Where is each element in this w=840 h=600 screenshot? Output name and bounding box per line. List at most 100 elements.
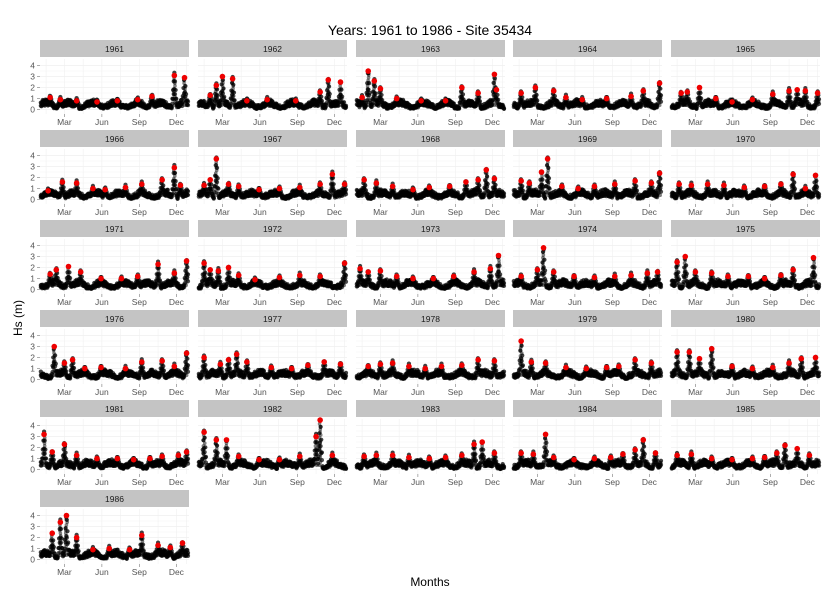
data-point <box>326 84 331 88</box>
data-point <box>230 89 235 94</box>
data-point <box>244 103 249 107</box>
x-tick-label: Jun <box>568 117 582 127</box>
hs-series <box>196 73 349 112</box>
peak-point <box>749 96 756 103</box>
x-tick-label: Jun <box>726 207 740 217</box>
data-point <box>501 106 507 112</box>
peak-point <box>102 186 108 193</box>
data-point <box>74 103 79 107</box>
data-point <box>227 105 233 110</box>
data-point <box>231 103 235 107</box>
peak-point <box>94 99 100 105</box>
facet-strip-label: 1966 <box>105 134 124 144</box>
peak-point <box>550 88 557 94</box>
peak-point <box>171 164 178 171</box>
peak-point <box>201 182 207 189</box>
x-tick-label: Dec <box>642 207 658 217</box>
peak-point <box>57 96 64 103</box>
facet-strip-label: 1967 <box>263 134 282 144</box>
y-tick-label: 4 <box>30 61 35 71</box>
facet-strip-label: 1965 <box>736 44 755 54</box>
peak-point <box>59 179 66 185</box>
x-tick-label: Dec <box>485 117 501 127</box>
data-point <box>149 100 154 105</box>
peak-point <box>656 80 663 86</box>
x-tick-label: Sep <box>132 207 147 217</box>
data-point <box>341 100 347 105</box>
x-tick-label: Mar <box>57 207 72 217</box>
data-point <box>318 100 323 105</box>
peak-point <box>426 184 433 191</box>
peak-point <box>475 177 481 183</box>
peak-point <box>575 185 581 192</box>
data-point <box>171 89 176 94</box>
data-point <box>326 100 331 105</box>
peak-point <box>114 98 121 104</box>
data-point <box>213 89 218 94</box>
data-point <box>183 86 187 91</box>
x-tick-label: Sep <box>763 117 778 127</box>
x-tick-label: Jun <box>568 207 582 217</box>
peak-point <box>244 98 250 104</box>
data-point <box>343 105 349 110</box>
peak-point <box>493 87 500 93</box>
x-tick-label: Sep <box>290 117 305 127</box>
peak-point <box>491 71 498 78</box>
data-point <box>48 103 52 107</box>
facet-strip-label: 1961 <box>105 44 124 54</box>
data-point <box>220 89 224 94</box>
peak-point <box>729 99 735 105</box>
peak-point <box>446 183 453 190</box>
peak-point <box>229 76 236 82</box>
facet-strip-label: 1969 <box>578 134 597 144</box>
hs-series <box>511 155 664 201</box>
peak-point <box>371 78 378 84</box>
data-point <box>339 95 343 99</box>
peak-point <box>712 95 719 102</box>
peak-markers <box>47 72 188 105</box>
peak-point <box>325 77 332 83</box>
peak-point <box>341 181 348 187</box>
data-point <box>221 86 225 91</box>
facet-strip-label: 1963 <box>421 44 440 54</box>
data-point <box>221 81 225 85</box>
peak-point <box>603 95 610 102</box>
peak-point <box>292 98 299 104</box>
peak-point <box>459 84 465 91</box>
y-tick-label: 3 <box>30 162 35 172</box>
x-tick-label: Sep <box>605 207 620 217</box>
peak-point <box>235 183 242 190</box>
data-point <box>325 92 330 96</box>
peak-point <box>483 167 490 173</box>
data-point <box>338 84 342 88</box>
y-tick-label: 1 <box>30 184 35 194</box>
data-point <box>338 97 343 102</box>
data-point <box>185 189 191 194</box>
data-point <box>172 78 176 83</box>
data-point <box>318 103 322 107</box>
data-point <box>214 103 219 107</box>
data-point <box>182 81 186 85</box>
peak-point <box>538 169 545 175</box>
data-point <box>180 103 185 109</box>
peak-point <box>256 186 262 193</box>
data-point <box>185 99 191 104</box>
peak-point <box>219 73 226 80</box>
x-tick-label: Sep <box>605 117 620 127</box>
data-point <box>207 100 212 105</box>
x-tick-label: Mar <box>373 207 388 217</box>
peak-point <box>814 90 821 96</box>
data-point <box>214 100 219 105</box>
peak-point <box>475 90 481 96</box>
data-point <box>220 92 224 96</box>
data-point <box>230 81 235 85</box>
y-tick-label: 1 <box>30 94 35 104</box>
data-point <box>231 86 235 91</box>
peak-point <box>563 94 569 101</box>
